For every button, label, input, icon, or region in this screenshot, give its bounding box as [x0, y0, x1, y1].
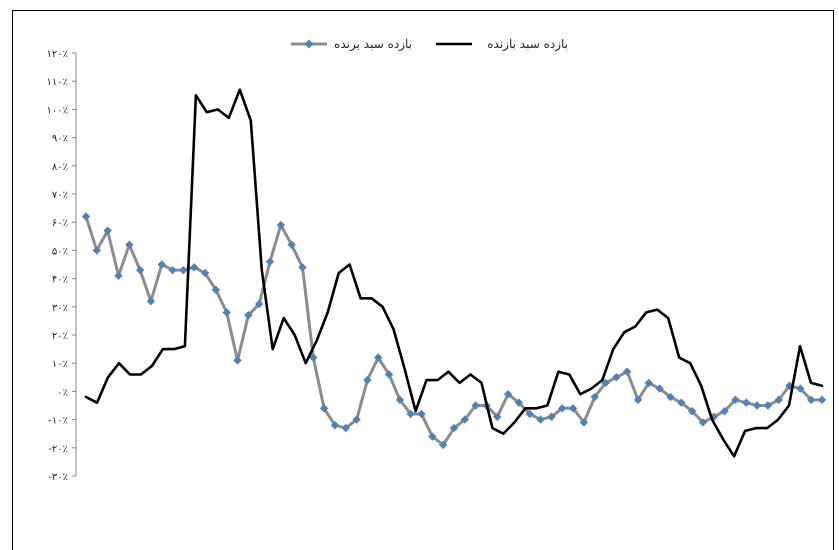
data-point: [233, 356, 241, 364]
legend-marker-winner: [305, 40, 314, 49]
data-point: [147, 297, 155, 305]
y-tick-label: ۱۰٪: [52, 359, 68, 370]
y-tick-label: ۱۲۰٪: [47, 49, 68, 60]
data-point: [742, 398, 750, 406]
y-tick-label: ۰٪: [57, 387, 68, 398]
data-point: [266, 257, 274, 265]
y-tick-label: ۱۰۰٪: [47, 105, 68, 116]
y-tick-label: ۹۰٪: [52, 134, 68, 145]
data-point: [136, 266, 144, 274]
series-line-loser: [86, 90, 822, 457]
legend-label-loser: بازده سبد بازنده: [487, 37, 568, 52]
y-tick-label: ۳۰٪: [52, 303, 68, 314]
y-axis: ۱۲۰٪ ۱۱۰٪ ۱۰۰٪ ۹۰٪ ۸۰٪ ۷۰٪ ۶۰٪ ۵۰٪ ۴۰٪ ۳۰٪ ۲۰٪ ۱۰٪ ۰…: [47, 49, 76, 483]
data-point: [818, 396, 826, 404]
data-point: [753, 401, 761, 409]
y-tick-label: -۲۰٪: [48, 444, 68, 455]
y-tick-label: ۶۰٪: [52, 218, 68, 229]
series-line-winner: [86, 217, 822, 445]
y-tick-label: ۷۰٪: [52, 190, 68, 201]
y-tick-label: ۲۰٪: [52, 331, 68, 342]
y-tick-label: -۳۰٪: [48, 472, 68, 483]
data-point: [179, 266, 187, 274]
data-point: [114, 272, 122, 280]
y-tick-label: ۸۰٪: [52, 162, 68, 173]
chart-legend: بازده سبد برنده بازده سبد بازنده: [291, 37, 568, 52]
y-tick-label: ۴۰٪: [52, 275, 68, 286]
data-point: [82, 212, 90, 220]
legend-label-winner: بازده سبد برنده: [334, 37, 412, 52]
data-point: [125, 241, 133, 249]
y-tick-label: ۱۱۰٪: [47, 77, 68, 88]
series-layer: [82, 90, 826, 457]
y-tick-label: ۵۰٪: [52, 246, 68, 257]
y-tick-label: -۱۰٪: [48, 416, 68, 427]
